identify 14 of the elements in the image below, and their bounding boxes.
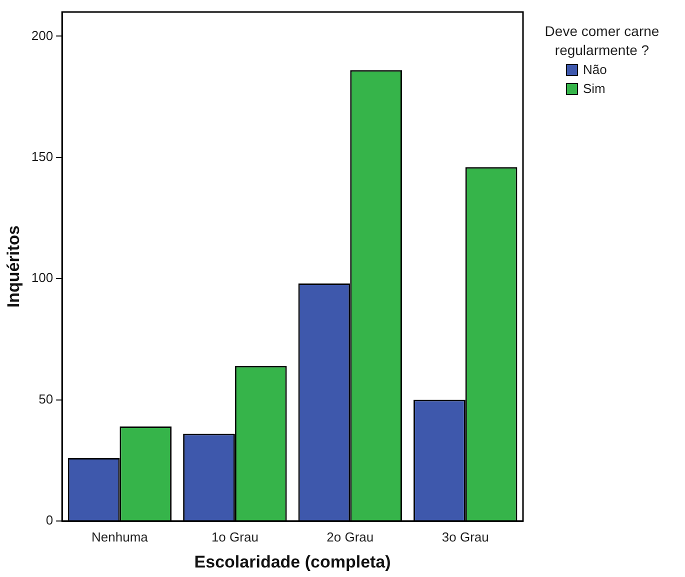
y-tick-label: 50	[38, 391, 54, 406]
y-tick-label: 150	[31, 149, 54, 164]
y-tick-label: 200	[31, 28, 54, 43]
y-tick-label: 100	[31, 270, 54, 286]
x-axis-title: Escolaridade (completa)	[194, 552, 391, 572]
legend-title: Deve comer carne regularmente ?	[544, 22, 660, 60]
x-tick-label: 3o Grau	[442, 529, 489, 544]
legend-label: Sim	[583, 80, 606, 98]
y-axis-title: Inquéritos	[4, 225, 23, 308]
x-tick-label: Nenhuma	[92, 529, 149, 544]
legend-label: Não	[583, 61, 607, 79]
y-tick-label: 0	[46, 512, 54, 528]
x-tick-label: 2o Grau	[326, 529, 374, 544]
x-tick-label: 1o Grau	[211, 529, 258, 544]
